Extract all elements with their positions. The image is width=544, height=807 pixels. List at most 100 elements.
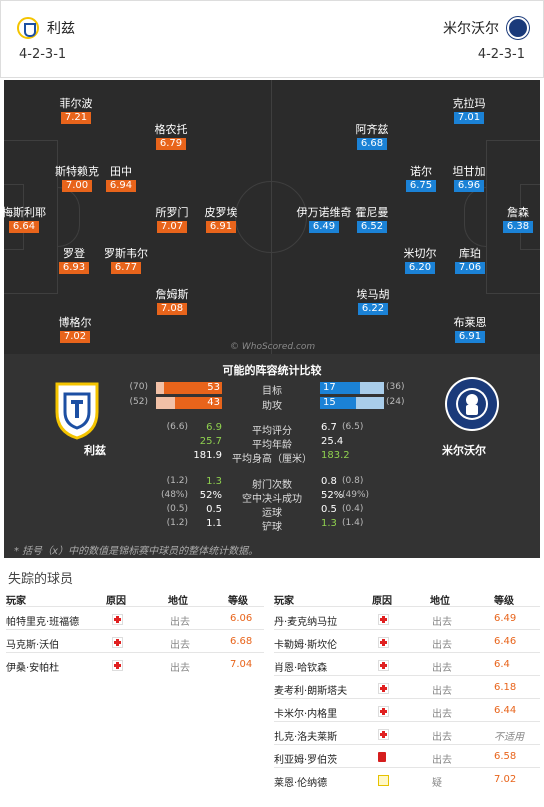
home-goal-box [4, 184, 24, 250]
away-value: 1.3 [321, 518, 337, 529]
home-bar: 53 [156, 382, 222, 394]
missing-player-name[interactable]: 卡勒姆·斯坎伦 [274, 640, 338, 651]
millwall-crest-icon [445, 377, 499, 431]
missing-player-row[interactable]: 卡米尔·内格里 出去 6.44 [274, 698, 540, 722]
missing-player-row[interactable]: 伊桑·安帕杜 出去 7.04 [6, 652, 264, 676]
home-player[interactable]: 梅斯利耶 6.64 [4, 206, 46, 233]
away-player[interactable]: 诺尔 6.75 [381, 165, 461, 192]
home-player[interactable]: 所罗门 7.07 [155, 206, 189, 233]
home-player[interactable]: 皮罗埃 6.91 [204, 206, 238, 233]
away-value: 183.2 [321, 450, 350, 461]
missing-player-row[interactable]: 马克斯·沃伯 出去 6.68 [6, 629, 264, 653]
missing-player-row[interactable]: 卡勒姆·斯坎伦 出去 6.46 [274, 629, 540, 653]
red-card-icon [378, 752, 386, 762]
missing-player-row[interactable]: 帕特里克·班福德 出去 6.06 [6, 606, 264, 630]
missing-player-name[interactable]: 帕特里克·班福德 [6, 617, 80, 628]
missing-player-name[interactable]: 麦考利·朗斯塔夫 [274, 686, 348, 697]
home-team[interactable]: 利兹 [17, 17, 75, 39]
stats-footnote: * 括号（x）中的数值是锦标赛中球员的整体统计数据。 [14, 546, 259, 557]
away-bar: 17 [320, 382, 384, 394]
away-prev-value: (0.4) [342, 504, 364, 514]
doubtful-icon [378, 775, 389, 786]
header-player: 玩家 [274, 596, 294, 607]
away-player[interactable]: 霍尼曼 6.52 [355, 206, 389, 233]
home-bar-value: 43 [207, 397, 220, 408]
missing-player-name[interactable]: 卡米尔·内格里 [274, 709, 338, 720]
away-player[interactable]: 米切尔 6.20 [403, 247, 437, 274]
missing-player-rating: 6.44 [494, 705, 517, 716]
missing-player-name[interactable]: 莱恩·伦纳德 [274, 778, 328, 789]
missing-player-name[interactable]: 马克斯·沃伯 [6, 640, 60, 651]
home-value: 6.9 [206, 422, 222, 433]
home-bar-value: 53 [207, 382, 220, 393]
missing-player-status: 出去 [432, 617, 452, 628]
away-player[interactable]: 詹森 6.38 [478, 206, 540, 233]
stat-row: (0.5) 0.5 运球 0.5 (0.4) [4, 504, 540, 519]
home-bar-fill [174, 397, 222, 409]
home-prev-value: (1.2) [166, 518, 188, 528]
stat-bar-row: (70) 53 目标 17 (36) [4, 382, 540, 397]
missing-player-name[interactable]: 伊桑·安帕杜 [6, 663, 60, 674]
missing-player-name[interactable]: 肖恩·哈钦森 [274, 663, 328, 674]
missing-player-row[interactable]: 肖恩·哈钦森 出去 6.4 [274, 652, 540, 676]
missing-player-rating: 不适用 [494, 732, 524, 743]
missing-player-row[interactable]: 莱恩·伦纳德 疑 7.02 [274, 767, 540, 791]
missing-player-row[interactable]: 丹·麦克纳马拉 出去 6.49 [274, 606, 540, 630]
home-player[interactable]: 罗登 6.93 [34, 247, 114, 274]
lineup-stats-comparison: 可能的阵容统计比较 利兹 米尔沃尔 (70) 53 目标 17 (36) (52) 43 助攻… [4, 354, 540, 558]
home-bar-fill [163, 382, 222, 394]
stat-bar-row: (52) 43 助攻 15 (24) [4, 397, 540, 412]
away-player[interactable]: 坦甘加 6.96 [452, 165, 486, 192]
stat-label: 助攻 [262, 401, 282, 412]
header-reason: 原因 [372, 596, 392, 607]
missing-player-row[interactable]: 麦考利·朗斯塔夫 出去 6.18 [274, 675, 540, 699]
away-prev-value: (1.4) [342, 518, 364, 528]
missing-player-name[interactable]: 丹·麦克纳马拉 [274, 617, 338, 628]
stat-label: 空中决斗成功 [242, 494, 302, 505]
away-prev-value: (24) [386, 397, 405, 407]
missing-player-name[interactable]: 利亚姆·罗伯茨 [274, 755, 338, 766]
missing-player-rating: 6.06 [230, 613, 253, 624]
stat-label: 铲球 [262, 522, 282, 533]
missing-player-rating: 7.02 [494, 774, 517, 785]
home-player[interactable]: 博格尔 7.02 [58, 316, 92, 343]
away-team[interactable]: 米尔沃尔 [443, 17, 529, 39]
away-player[interactable]: 阿齐兹 6.68 [355, 123, 389, 150]
away-player[interactable]: 埃马胡 6.22 [356, 288, 390, 315]
away-value: 25.4 [321, 436, 344, 447]
home-player[interactable]: 罗斯韦尔 6.77 [104, 247, 148, 274]
home-bar: 43 [156, 397, 222, 409]
away-prev-value: (6.5) [342, 422, 364, 432]
home-formation: 4-2-3-1 [19, 47, 67, 62]
home-player[interactable]: 格农托 6.79 [154, 123, 188, 150]
home-prev-value: (70) [129, 382, 148, 392]
leeds-crest-icon [55, 382, 99, 440]
away-player[interactable]: 库珀 7.06 [430, 247, 510, 274]
missing-player-rating: 6.46 [494, 636, 517, 647]
away-player[interactable]: 克拉玛 7.01 [452, 97, 486, 124]
missing-player-rating: 6.68 [230, 636, 253, 647]
home-value: 25.7 [199, 436, 222, 447]
stat-label: 平均评分 [252, 426, 292, 437]
missing-player-rating: 6.49 [494, 613, 517, 624]
stat-label: 平均身高（厘米） [232, 454, 312, 465]
home-value: 181.9 [193, 450, 222, 461]
missing-player-status: 出去 [170, 617, 190, 628]
home-player[interactable]: 斯特赖克 7.00 [55, 165, 99, 192]
missing-player-name[interactable]: 扎克·洛夫莱斯 [274, 732, 338, 743]
stat-row: 25.7 平均年龄 25.4 [4, 436, 540, 451]
away-player[interactable]: 伊万诺维奇 6.49 [296, 206, 352, 233]
header-rating: 等级 [494, 596, 514, 607]
missing-player-row[interactable]: 扎克·洛夫莱斯 出去 不适用 [274, 721, 540, 745]
home-player[interactable]: 田中 6.94 [81, 165, 161, 192]
missing-player-status: 疑 [432, 778, 442, 789]
home-player[interactable]: 詹姆斯 7.08 [155, 288, 189, 315]
away-prev-value: (49%) [342, 490, 370, 500]
away-value: 0.5 [321, 504, 337, 515]
missing-player-row[interactable]: 利亚姆·罗伯茨 出去 6.58 [274, 744, 540, 768]
missing-player-rating: 6.18 [494, 682, 517, 693]
home-player[interactable]: 菲尔波 7.21 [59, 97, 93, 124]
missing-players-title: 失踪的球员 [8, 572, 74, 587]
away-player[interactable]: 布莱恩 6.91 [453, 316, 487, 343]
injury-icon [378, 683, 389, 694]
